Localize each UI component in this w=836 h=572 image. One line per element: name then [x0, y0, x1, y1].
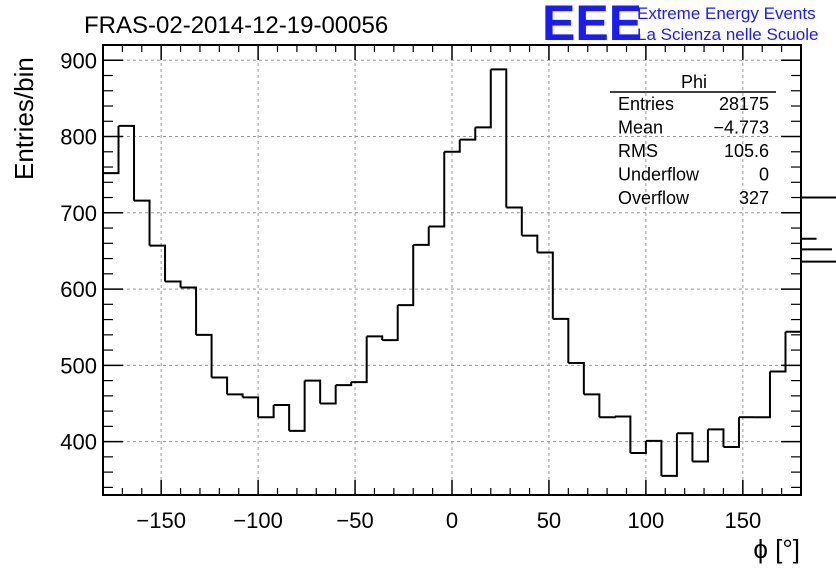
- histogram-bin: [661, 433, 678, 477]
- stats-value: 28175: [719, 94, 769, 114]
- stats-box: Phi Entries 28175 Mean −4.773 RMS 105.6 Underf…: [610, 72, 776, 208]
- y-tick-label: 400: [60, 430, 97, 455]
- logo-mark: EEE: [542, 0, 642, 51]
- x-tick-label: −100: [233, 508, 283, 533]
- histogram-bin: [273, 404, 291, 431]
- histogram-bin: [506, 206, 523, 236]
- histogram-bin: [103, 125, 120, 175]
- stats-label: Underflow: [618, 165, 700, 185]
- y-axis-title: Entries/bin: [9, 57, 39, 180]
- stats-value: −4.773: [713, 118, 769, 138]
- x-tick-label: −50: [336, 508, 373, 533]
- histogram-bin: [211, 376, 229, 395]
- histogram-bin: [521, 234, 539, 253]
- y-tick-label: 500: [60, 353, 97, 378]
- y-tick-label: 700: [60, 201, 97, 226]
- chart-title: FRAS-02-2014-12-19-00056: [84, 12, 388, 39]
- y-tick-label: 900: [60, 48, 97, 73]
- y-tick-label: 600: [60, 277, 97, 302]
- histogram-bin: [599, 416, 616, 419]
- y-tick-label: 800: [60, 125, 97, 150]
- stats-value: 105.6: [724, 141, 769, 161]
- histogram-bin: [227, 393, 244, 398]
- histogram-bin: [366, 335, 384, 341]
- x-axis-title: ϕ [°]: [753, 534, 800, 564]
- histogram-bin: [490, 68, 508, 208]
- eee-logo: EEE Extreme Energy Events La Scienza nel…: [542, 0, 818, 51]
- histogram-bin: [351, 336, 368, 384]
- histogram-bin: [568, 362, 585, 395]
- histogram-bin: [800, 196, 836, 262]
- stats-label: Entries: [618, 94, 674, 114]
- histogram-bin: [149, 244, 167, 282]
- histogram-bin: [723, 417, 740, 448]
- histogram-bin: [382, 305, 399, 342]
- stats-label: Mean: [618, 118, 663, 138]
- stats-label: RMS: [618, 141, 658, 161]
- histogram-bin: [413, 226, 430, 246]
- histogram-bin: [320, 385, 337, 405]
- histogram-bin: [692, 429, 709, 463]
- histogram-bin: [800, 237, 817, 250]
- histogram-bin: [134, 199, 151, 246]
- x-tick-label: 0: [446, 508, 458, 533]
- histogram-bin: [397, 244, 415, 307]
- histogram-bin: [118, 124, 136, 201]
- histogram-bin: [645, 439, 663, 476]
- axis-ticks: −150 −100 −50 0 50 100 150 400 500 600 700 800 900: [60, 44, 802, 533]
- stats-value: 327: [739, 188, 769, 208]
- stats-label: Overflow: [618, 188, 690, 208]
- histogram-bin: [630, 440, 647, 455]
- x-tick-label: 100: [628, 508, 665, 533]
- histogram-bin: [165, 280, 182, 288]
- x-tick-label: −150: [136, 508, 186, 533]
- stats-title: Phi: [681, 72, 707, 92]
- logo-line-2: La Scienza nelle Scuole: [637, 25, 818, 44]
- histogram-bin: [196, 333, 213, 378]
- histogram-bin: [289, 380, 306, 432]
- histogram-bin: [583, 393, 601, 418]
- histogram-bin: [552, 317, 570, 364]
- x-tick-label: 50: [537, 508, 561, 533]
- grid-lines: [103, 45, 801, 495]
- histogram-bin: [769, 331, 787, 373]
- x-tick-label: 150: [724, 508, 761, 533]
- histogram-bin: [537, 251, 554, 319]
- histogram-bin: [754, 371, 771, 419]
- histogram-bin: [707, 428, 725, 447]
- logo-line-1: Extreme Energy Events: [637, 4, 816, 23]
- histogram-bin: [676, 432, 694, 462]
- histogram-bin: [459, 127, 477, 141]
- histogram-bin: [258, 405, 275, 419]
- histogram-bin: [428, 151, 446, 228]
- histogram-bin: [614, 415, 632, 454]
- histogram-bin: [800, 197, 833, 251]
- stats-value: 0: [759, 165, 769, 185]
- histogram-bin: [180, 286, 198, 335]
- histogram-bin: [242, 396, 260, 418]
- histogram-bin: [444, 139, 461, 153]
- histogram-bin: [304, 379, 322, 404]
- histogram-bin: [335, 382, 353, 387]
- histogram-bin: [475, 69, 492, 129]
